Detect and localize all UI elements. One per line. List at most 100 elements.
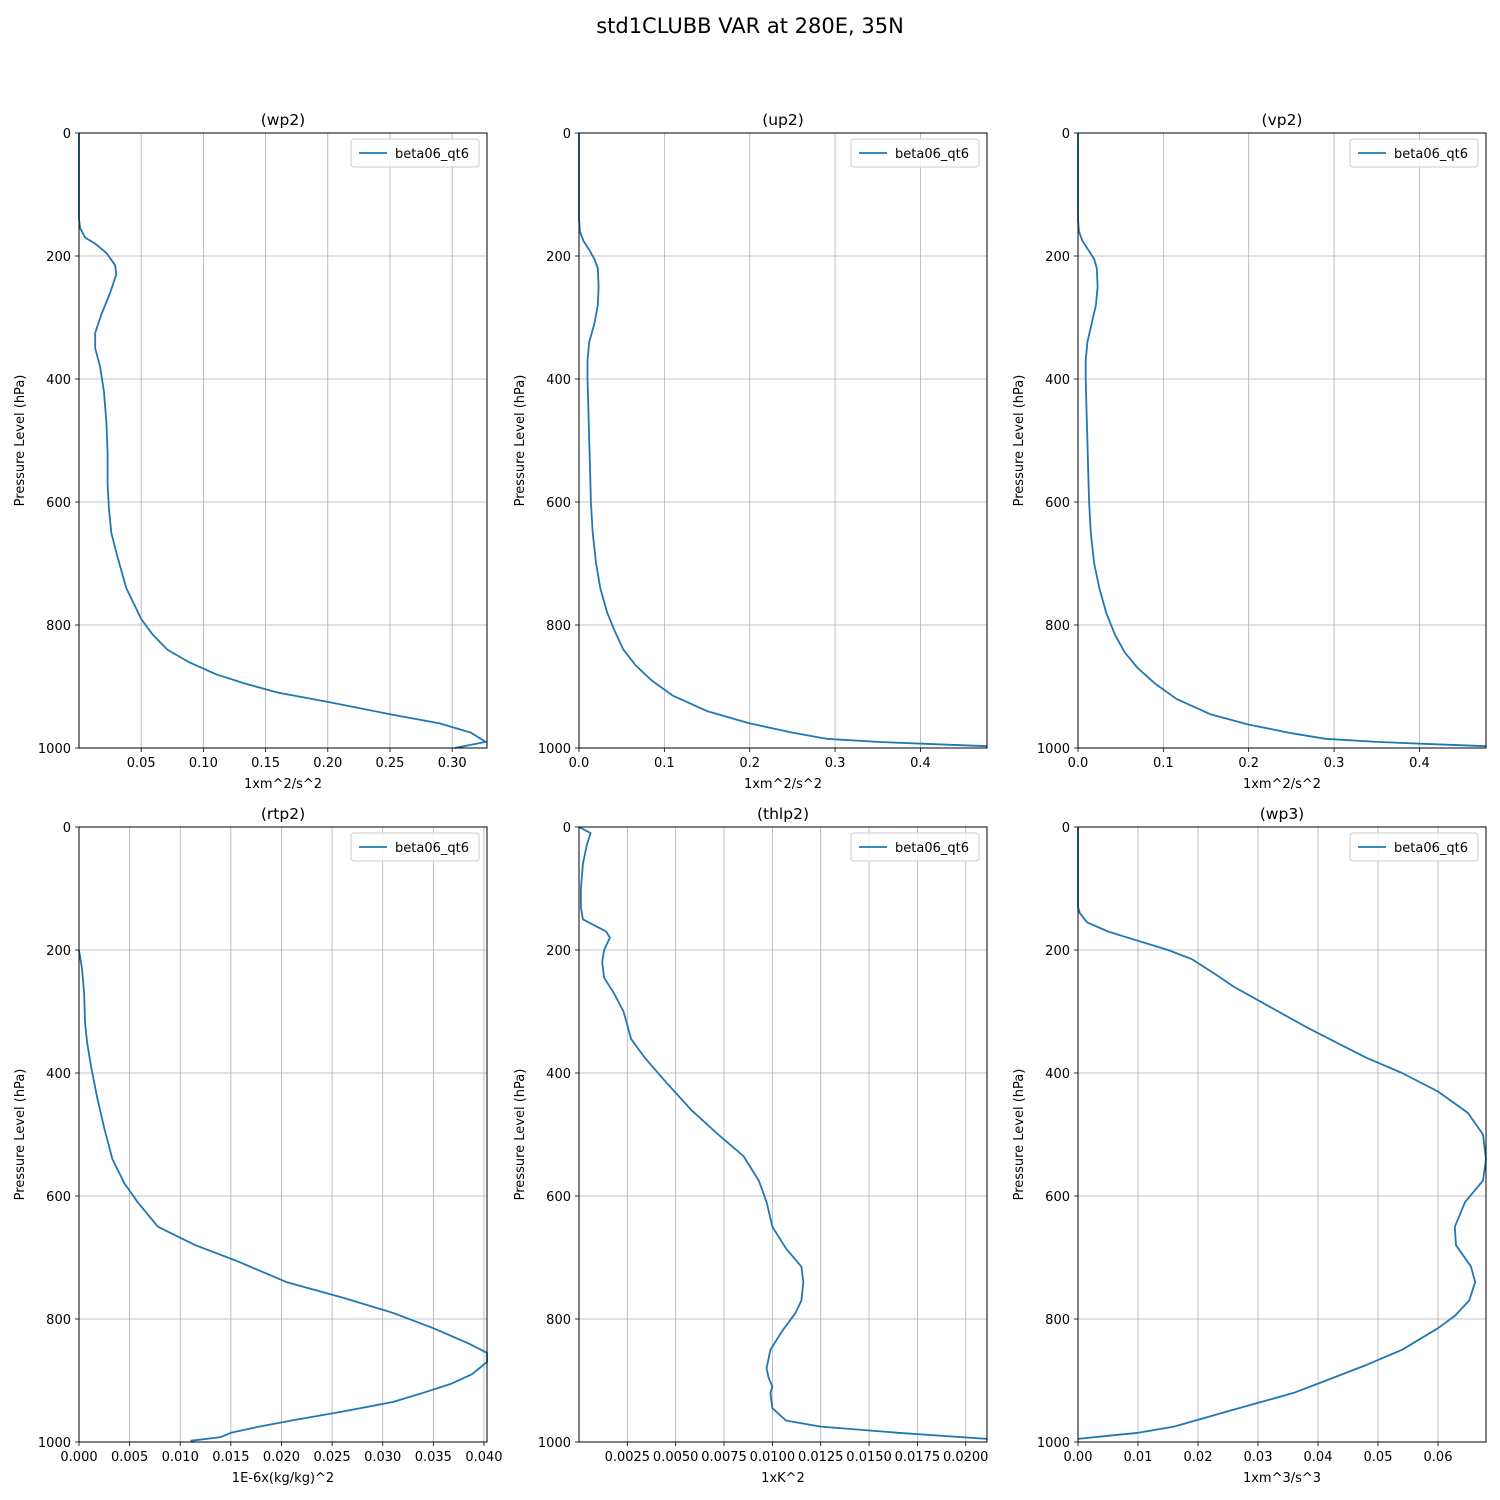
chart-2-ytick-label-5: 1000 <box>1037 742 1070 757</box>
chart-0-xlabel: 1xm^2/s^2 <box>244 777 322 792</box>
chart-2-ytick-label-1: 200 <box>1045 250 1070 265</box>
chart-5-xlabel: 1xm^3/s^3 <box>1243 1471 1321 1486</box>
chart-0-ytick-label-2: 400 <box>46 373 71 388</box>
chart-panel-wp2: 0.05 0.10 0.15 0.20 0.25 0.30 0 200 400 600 800 100… <box>13 111 488 792</box>
chart-4-ytick-label-4: 800 <box>546 1313 571 1328</box>
chart-4-xtick-label-2: 0.0075 <box>701 1450 747 1465</box>
chart-3-ytick-label-4: 800 <box>46 1313 71 1328</box>
chart-5-ylabel: Pressure Level (hPa) <box>1012 1069 1027 1201</box>
chart-4-xtick-label-6: 0.0175 <box>895 1450 941 1465</box>
chart-1-ytick-label-2: 400 <box>546 373 571 388</box>
chart-0-ytick-label-5: 1000 <box>38 742 71 757</box>
chart-5-ytick-label-4: 800 <box>1045 1313 1070 1328</box>
chart-1-xtick-label-4: 0.4 <box>910 756 931 771</box>
chart-3-xtick-label-3: 0.015 <box>212 1450 249 1465</box>
chart-0-axes-frame <box>78 132 488 749</box>
chart-3-ytick-label-5: 1000 <box>38 1436 71 1451</box>
chart-3-ytick-label-3: 600 <box>46 1190 71 1205</box>
chart-2-ytick-label-3: 600 <box>1045 496 1070 511</box>
chart-4-xtick-label-4: 0.0125 <box>798 1450 844 1465</box>
chart-4-legend-box <box>850 832 980 862</box>
chart-3-xlabel: 1E-6x(kg/kg)^2 <box>232 1471 334 1486</box>
chart-panel-wp3: 0.00 0.01 0.02 0.03 0.04 0.05 0.06 0 200 400 600 80… <box>1012 805 1487 1486</box>
chart-3-xtick-label-6: 0.030 <box>364 1450 401 1465</box>
chart-5-ytick-label-3: 600 <box>1045 1190 1070 1205</box>
chart-5-axes-frame <box>1077 826 1487 1443</box>
chart-5-xtick-label-4: 0.04 <box>1304 1450 1333 1465</box>
chart-2-ylabel: Pressure Level (hPa) <box>1012 375 1027 507</box>
chart-5-legend-label-0: beta06_qt6 <box>1394 841 1468 856</box>
chart-panel-vp2: 0.0 0.1 0.2 0.3 0.4 0 200 400 600 800 1000 (vp2) 1xm… <box>1012 111 1487 792</box>
chart-4-xtick-label-7: 0.0200 <box>943 1450 989 1465</box>
chart-4-ytick-label-5: 1000 <box>538 1436 571 1451</box>
chart-4-xtick-label-5: 0.0150 <box>846 1450 892 1465</box>
chart-1-ytick-label-5: 1000 <box>538 742 571 757</box>
chart-3-title: (rtp2) <box>261 805 305 823</box>
chart-0-legend-box <box>350 138 480 168</box>
chart-1-ytick-label-4: 800 <box>546 619 571 634</box>
chart-2-axes-frame <box>1077 132 1487 749</box>
chart-0-title: (wp2) <box>261 111 305 129</box>
chart-2-xtick-label-2: 0.2 <box>1238 756 1259 771</box>
chart-2-xtick-label-3: 0.3 <box>1324 756 1345 771</box>
chart-1-xtick-label-0: 0.0 <box>569 756 590 771</box>
chart-4-ytick-label-1: 200 <box>546 944 571 959</box>
chart-4-ytick-label-3: 600 <box>546 1190 571 1205</box>
chart-1-ytick-label-3: 600 <box>546 496 571 511</box>
chart-0-ytick-label-0: 0 <box>63 127 71 142</box>
chart-5-series-line-0 <box>1077 827 1487 1440</box>
chart-1-xlabel: 1xm^2/s^2 <box>744 777 822 792</box>
chart-0-ytick-label-4: 800 <box>46 619 71 634</box>
chart-2-ytick-label-2: 400 <box>1045 373 1070 388</box>
chart-5-ytick-label-1: 200 <box>1045 944 1070 959</box>
chart-4-legend-label-0: beta06_qt6 <box>895 841 969 856</box>
chart-5-xtick-label-2: 0.02 <box>1184 1450 1213 1465</box>
chart-0-xtick-label-0: 0.05 <box>127 756 156 771</box>
chart-5-xtick-label-3: 0.03 <box>1244 1450 1273 1465</box>
chart-5-ytick-label-5: 1000 <box>1037 1436 1070 1451</box>
chart-4-title: (thlp2) <box>757 805 809 823</box>
chart-panel-rtp2: 0.000 0.005 0.010 0.015 0.020 0.025 0.030 0.035… <box>13 805 503 1486</box>
chart-3-xtick-label-4: 0.020 <box>263 1450 300 1465</box>
chart-0-xtick-label-2: 0.15 <box>251 756 280 771</box>
chart-1-legend-label-0: beta06_qt6 <box>895 147 969 162</box>
chart-0-ytick-label-3: 600 <box>46 496 71 511</box>
chart-2-xtick-label-4: 0.4 <box>1409 756 1430 771</box>
chart-4-xtick-label-0: 0.0025 <box>605 1450 651 1465</box>
chart-1-legend-box <box>850 138 980 168</box>
chart-panel-up2: 0.0 0.1 0.2 0.3 0.4 0 200 400 600 800 1000 (up2) 1xm… <box>513 111 988 792</box>
figure-title: std1CLUBB VAR at 280E, 35N <box>596 14 904 38</box>
chart-5-xtick-label-1: 0.01 <box>1124 1450 1153 1465</box>
chart-4-ytick-label-2: 400 <box>546 1067 571 1082</box>
chart-1-ytick-label-1: 200 <box>546 250 571 265</box>
chart-2-ytick-label-4: 800 <box>1045 619 1070 634</box>
chart-3-ytick-label-0: 0 <box>63 821 71 836</box>
chart-1-ylabel: Pressure Level (hPa) <box>513 375 528 507</box>
chart-2-xlabel: 1xm^2/s^2 <box>1243 777 1321 792</box>
chart-3-ylabel: Pressure Level (hPa) <box>13 1069 28 1201</box>
chart-2-series-line-0 <box>1077 133 1487 748</box>
chart-4-axes-frame <box>578 826 988 1443</box>
chart-1-xtick-label-3: 0.3 <box>825 756 846 771</box>
chart-3-xtick-label-5: 0.025 <box>313 1450 350 1465</box>
chart-2-legend-label-0: beta06_qt6 <box>1394 147 1468 162</box>
chart-5-title: (wp3) <box>1260 805 1304 823</box>
chart-0-xtick-label-3: 0.20 <box>313 756 342 771</box>
chart-4-ytick-label-0: 0 <box>563 821 571 836</box>
chart-0-series-line-0 <box>78 133 487 749</box>
chart-2-xtick-label-0: 0.0 <box>1068 756 1089 771</box>
chart-5-xtick-label-6: 0.06 <box>1424 1450 1453 1465</box>
chart-5-ytick-label-0: 0 <box>1062 821 1070 836</box>
chart-0-xtick-label-4: 0.25 <box>375 756 404 771</box>
chart-1-xtick-label-2: 0.2 <box>739 756 760 771</box>
chart-5-legend-box <box>1349 832 1479 862</box>
chart-1-ytick-label-0: 0 <box>563 127 571 142</box>
chart-1-axes-frame <box>578 132 988 749</box>
chart-2-title: (vp2) <box>1262 111 1303 129</box>
chart-3-xtick-label-8: 0.040 <box>465 1450 502 1465</box>
chart-3-series-line-0 <box>78 949 488 1442</box>
chart-1-xtick-label-1: 0.1 <box>654 756 675 771</box>
chart-4-series-line-0 <box>578 826 988 1440</box>
chart-4-xtick-label-1: 0.0050 <box>653 1450 699 1465</box>
chart-4-ylabel: Pressure Level (hPa) <box>513 1069 528 1201</box>
